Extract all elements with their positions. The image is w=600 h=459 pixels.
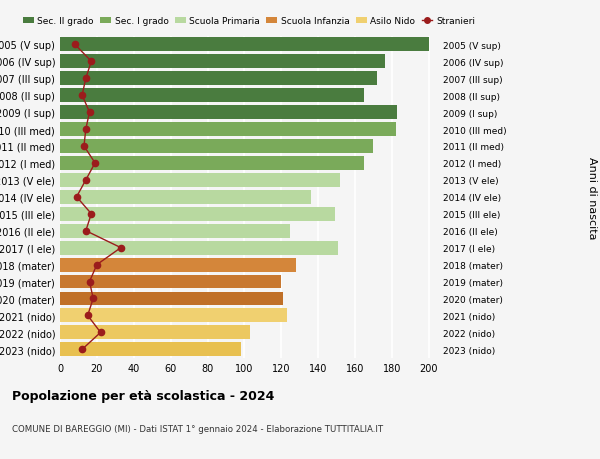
Bar <box>60 190 311 204</box>
Bar <box>60 342 241 357</box>
Bar <box>60 275 281 289</box>
Bar <box>60 326 250 340</box>
Bar <box>60 123 395 137</box>
Bar <box>60 174 340 187</box>
Bar <box>60 55 385 69</box>
Bar <box>60 72 377 86</box>
Bar <box>60 106 397 120</box>
Bar <box>60 38 429 52</box>
Bar <box>60 224 290 238</box>
Text: COMUNE DI BAREGGIO (MI) - Dati ISTAT 1° gennaio 2024 - Elaborazione TUTTITALIA.I: COMUNE DI BAREGGIO (MI) - Dati ISTAT 1° … <box>12 425 383 433</box>
Bar <box>60 309 287 323</box>
Bar <box>60 157 364 170</box>
Bar <box>60 89 364 103</box>
Bar <box>60 258 296 272</box>
Bar <box>60 292 283 306</box>
Bar <box>60 140 373 154</box>
Bar <box>60 241 338 255</box>
Text: Popolazione per età scolastica - 2024: Popolazione per età scolastica - 2024 <box>12 389 274 403</box>
Text: Anni di nascita: Anni di nascita <box>587 156 597 239</box>
Legend: Sec. II grado, Sec. I grado, Scuola Primaria, Scuola Infanzia, Asilo Nido, Stran: Sec. II grado, Sec. I grado, Scuola Prim… <box>23 17 475 26</box>
Bar <box>60 207 335 221</box>
